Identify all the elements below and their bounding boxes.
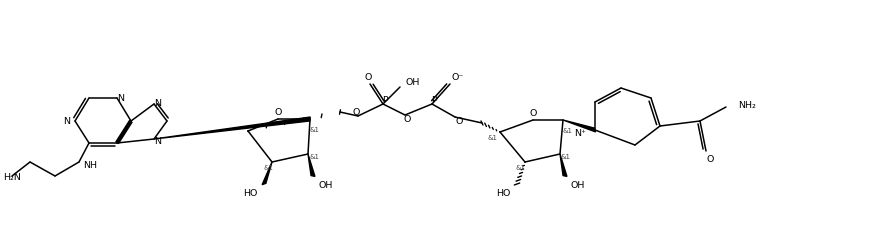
- Text: N: N: [155, 137, 162, 146]
- Text: &1: &1: [563, 127, 573, 133]
- Text: P: P: [382, 95, 388, 104]
- Text: O: O: [352, 107, 360, 116]
- Text: P: P: [431, 95, 437, 104]
- Text: OH: OH: [319, 180, 333, 189]
- Text: O: O: [403, 114, 411, 123]
- Text: NH: NH: [83, 161, 97, 170]
- Text: O: O: [529, 108, 537, 117]
- Polygon shape: [560, 154, 567, 177]
- Polygon shape: [563, 121, 595, 132]
- Text: OH: OH: [571, 180, 585, 189]
- Text: O: O: [275, 107, 282, 116]
- Text: &1: &1: [488, 134, 498, 140]
- Polygon shape: [308, 154, 315, 177]
- Text: HO: HO: [496, 188, 510, 197]
- Text: N⁺: N⁺: [574, 129, 586, 138]
- Text: N: N: [63, 117, 70, 126]
- Text: &1: &1: [263, 164, 273, 170]
- Text: &1: &1: [561, 153, 571, 159]
- Text: O: O: [706, 155, 713, 164]
- Text: O: O: [364, 72, 372, 81]
- Text: H₂N: H₂N: [3, 172, 21, 181]
- Text: HO: HO: [242, 188, 257, 197]
- Text: N: N: [117, 93, 124, 102]
- Polygon shape: [154, 118, 310, 139]
- Text: OH: OH: [406, 77, 421, 86]
- Polygon shape: [262, 162, 272, 185]
- Text: N: N: [155, 98, 162, 107]
- Text: NH₂: NH₂: [738, 100, 756, 109]
- Text: O⁻: O⁻: [452, 72, 464, 81]
- Text: &1: &1: [516, 164, 526, 170]
- Text: &1: &1: [309, 126, 319, 132]
- Text: O: O: [455, 116, 462, 125]
- Text: &1: &1: [309, 153, 319, 159]
